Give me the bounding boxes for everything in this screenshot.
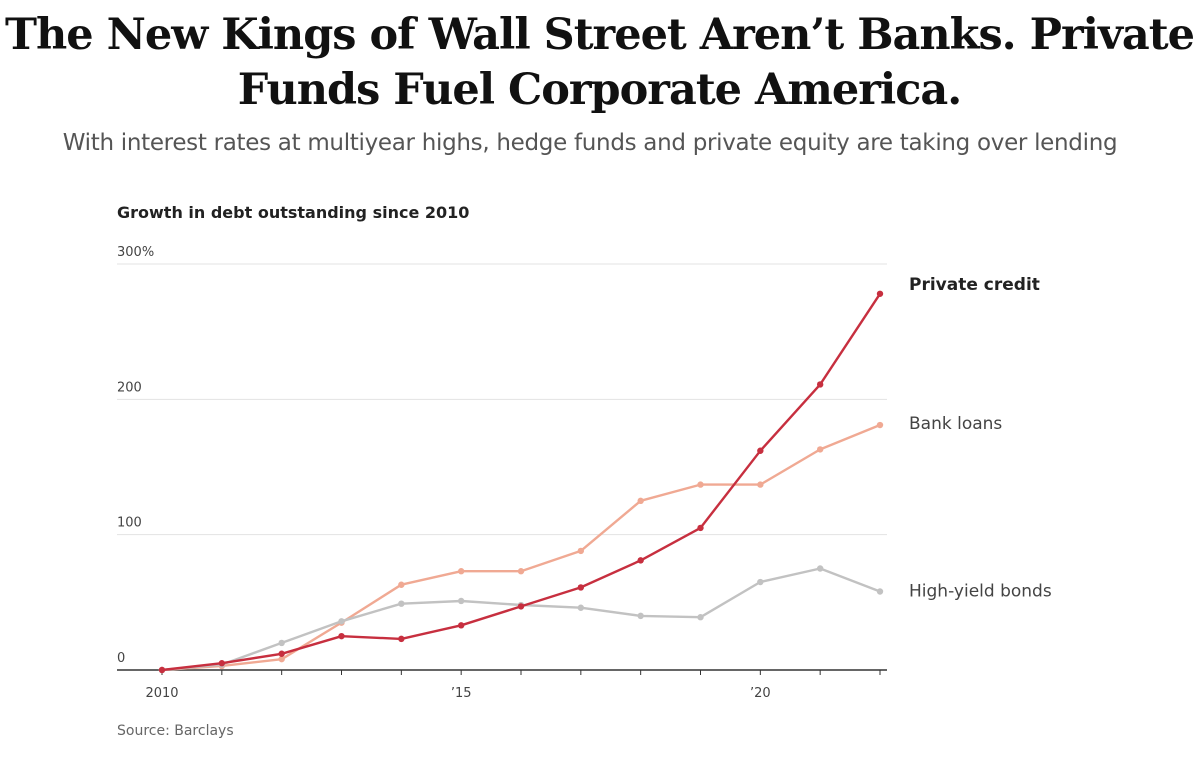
subheadline: With interest rates at multiyear highs, … <box>62 130 1118 156</box>
data-point-high-yield-bonds <box>278 639 285 647</box>
x-tick-label: ’20 <box>750 686 771 701</box>
y-tick-label: 0 <box>117 651 125 666</box>
data-point-private-credit <box>757 447 764 454</box>
data-point-private-credit <box>577 584 585 591</box>
data-point-private-credit <box>338 632 345 640</box>
series-label-bank-loans: Bank loans <box>909 414 1002 434</box>
headline: The New Kings of Wall Street Aren’t Bank… <box>4 10 1195 115</box>
data-point-private-credit <box>697 524 704 532</box>
y-axis-ticks: 0 100 200 300% <box>117 245 154 666</box>
data-point-private-credit <box>398 635 405 643</box>
series-lines <box>158 290 884 674</box>
x-tick-label: ’15 <box>451 686 472 701</box>
data-point-private-credit <box>637 557 644 564</box>
data-point-private-credit <box>457 622 465 629</box>
data-point-high-yield-bonds <box>697 614 704 621</box>
series-private-credit <box>158 290 884 674</box>
data-point-high-yield-bonds <box>577 604 585 611</box>
chart-title: Growth in debt outstanding since 2010 <box>117 203 469 222</box>
data-point-private-credit <box>218 660 226 667</box>
data-point-bank-loans <box>876 421 884 429</box>
data-point-private-credit <box>517 603 525 610</box>
source-note: Source: Barclays <box>117 723 234 739</box>
data-point-bank-loans <box>278 655 285 663</box>
data-point-high-yield-bonds <box>398 600 405 607</box>
series-label-high-yield-bonds: High-yield bonds <box>909 582 1052 602</box>
x-tick-label: 2010 <box>145 686 178 701</box>
data-point-bank-loans <box>816 446 824 453</box>
data-point-bank-loans <box>757 481 764 488</box>
data-point-private-credit <box>158 666 166 674</box>
series-label-private-credit: Private credit <box>909 275 1040 295</box>
data-point-high-yield-bonds <box>876 588 884 595</box>
data-point-high-yield-bonds <box>757 578 764 586</box>
data-point-bank-loans <box>517 568 525 575</box>
data-point-high-yield-bonds <box>816 565 824 572</box>
y-tick-label: 100 <box>117 516 142 531</box>
data-point-bank-loans <box>637 497 644 505</box>
data-point-bank-loans <box>697 481 704 488</box>
data-point-bank-loans <box>398 581 405 588</box>
grid-lines <box>117 263 887 675</box>
data-point-private-credit <box>816 381 824 388</box>
series-line-private-credit <box>160 292 882 672</box>
data-point-high-yield-bonds <box>457 597 465 605</box>
data-point-private-credit <box>876 290 884 297</box>
data-point-bank-loans <box>577 547 585 555</box>
series-bank-loans <box>158 421 884 674</box>
x-axis-ticks: 2010 ’15 ’20 <box>145 686 770 701</box>
y-tick-label: 300% <box>117 245 154 260</box>
series-line-bank-loans <box>160 423 882 672</box>
data-point-private-credit <box>278 650 285 657</box>
series-labels: Bank loans High-yield bonds Private credit <box>909 275 1052 602</box>
data-point-high-yield-bonds <box>338 618 345 625</box>
data-point-high-yield-bonds <box>637 612 644 620</box>
data-point-bank-loans <box>457 568 465 575</box>
y-tick-label: 200 <box>117 380 142 395</box>
